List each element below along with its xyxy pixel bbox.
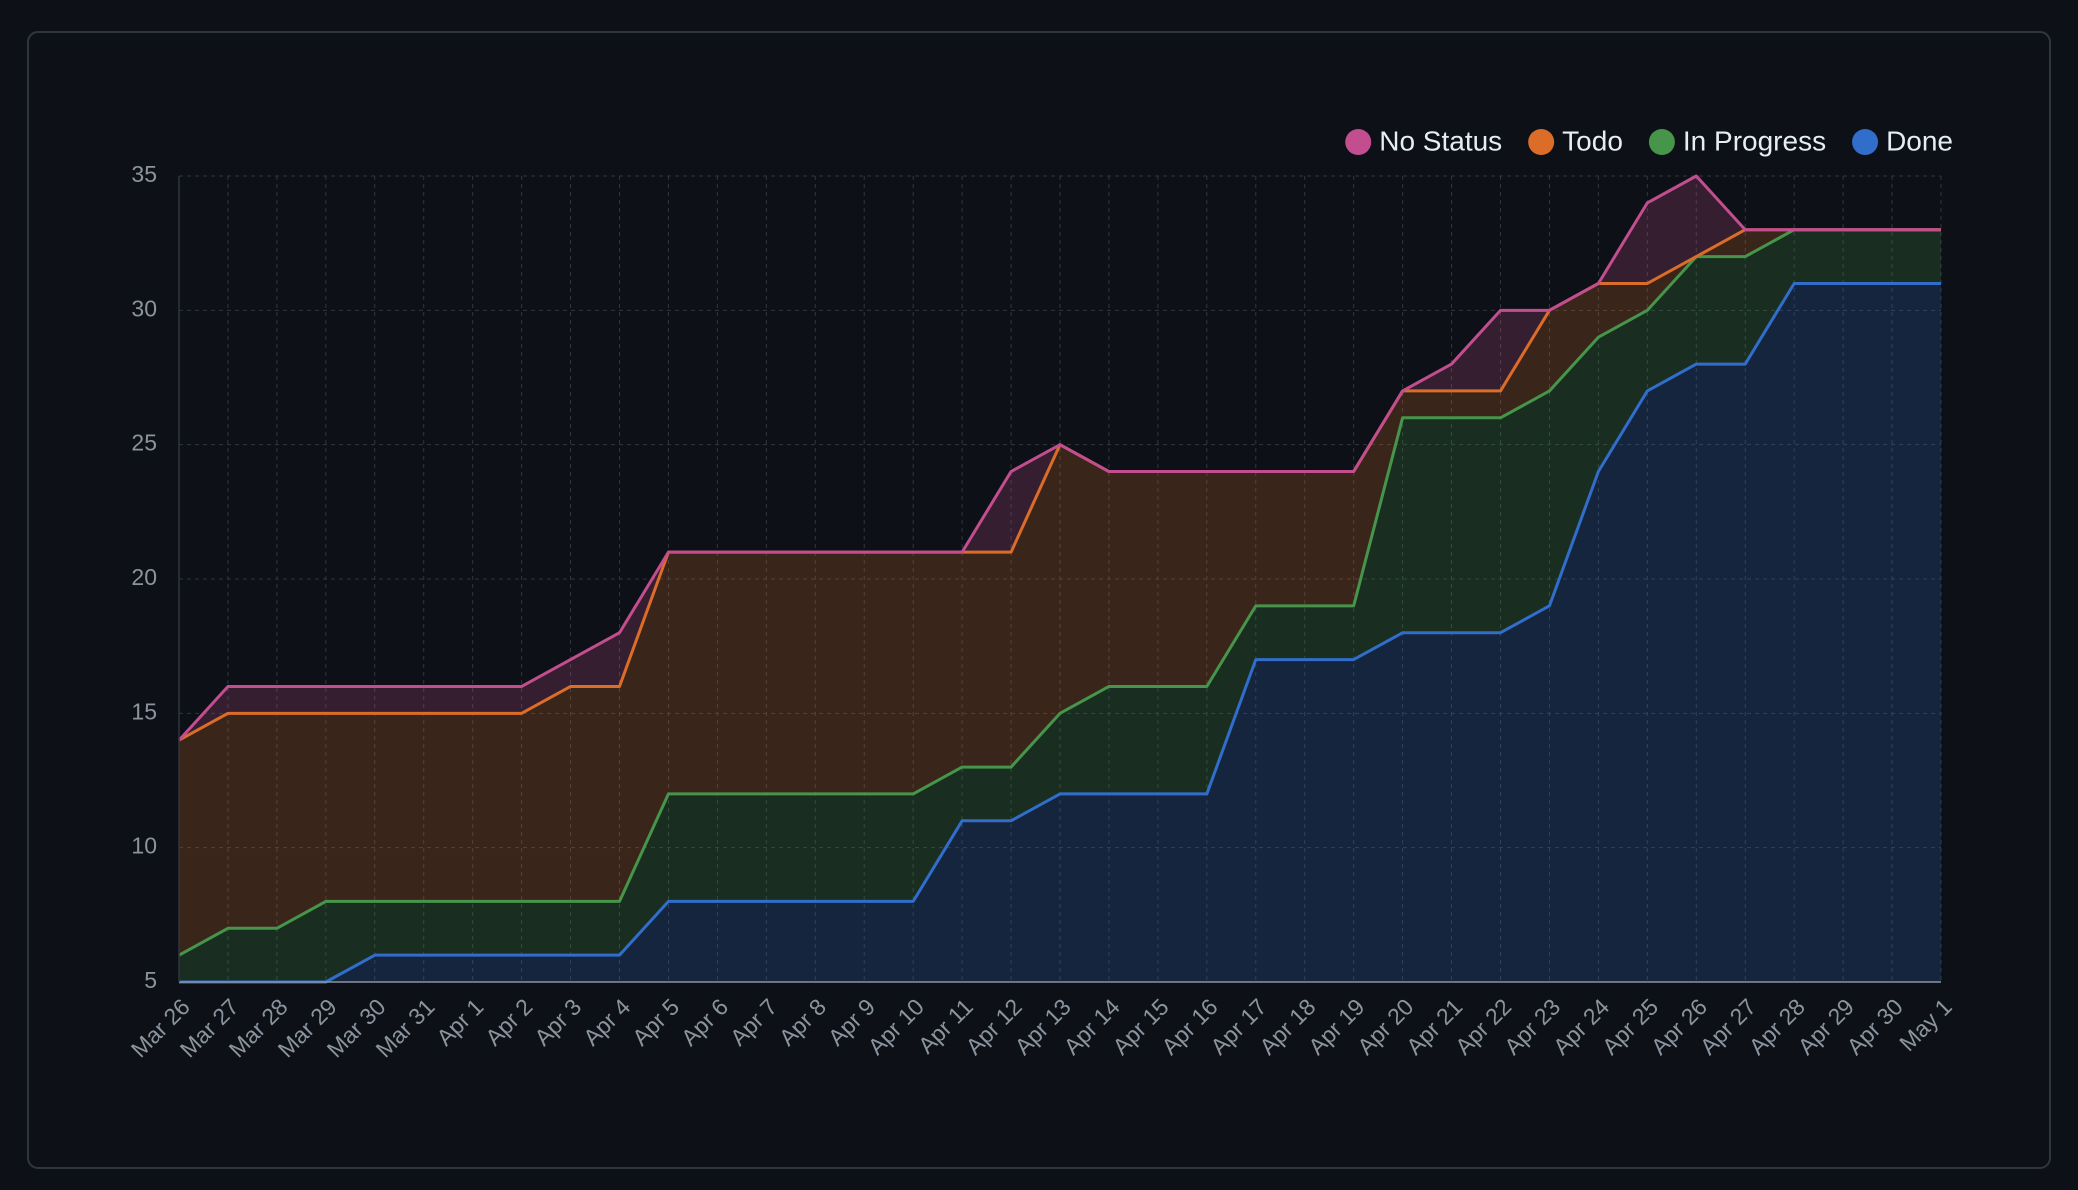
legend-label: Done: [1886, 125, 1953, 156]
y-tick-label: 10: [131, 833, 157, 859]
legend-label: In Progress: [1683, 125, 1826, 156]
y-tick-label: 35: [131, 161, 157, 187]
line: [177, 174, 1941, 742]
y-tick-label: 20: [131, 564, 157, 590]
legend-label: No Status: [1379, 125, 1502, 156]
area: [179, 176, 1941, 741]
legend-label: Todo: [1562, 125, 1623, 156]
line: [178, 228, 1941, 957]
line: [179, 281, 1941, 984]
legend-marker: [1852, 129, 1879, 155]
legend-marker: [1345, 129, 1372, 155]
y-tick-label: 15: [131, 698, 157, 724]
y-tick-label: 25: [131, 430, 157, 456]
y-tick-label: 30: [131, 295, 157, 321]
y-tick-label: 5: [144, 967, 157, 993]
area: [179, 283, 1941, 982]
area: [179, 229, 1941, 956]
legend-marker: [1528, 129, 1555, 155]
legend-marker: [1648, 129, 1675, 155]
